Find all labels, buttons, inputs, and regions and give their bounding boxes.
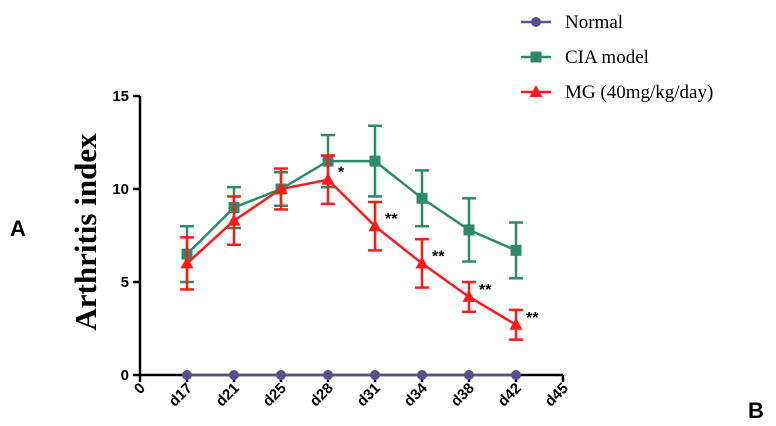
axes: 0 5 10 15 0 d17 d21 d25 d28 d31 d34 d38 d42 d45 — [112, 88, 572, 410]
legend-item: CIA model — [521, 47, 649, 68]
data-point — [274, 182, 288, 194]
y-tick-label: 5 — [121, 274, 129, 291]
series-line — [186, 159, 517, 255]
data-point — [511, 370, 521, 380]
data-point — [370, 370, 380, 380]
annotation-layer: ********* — [338, 165, 539, 327]
x-tick-label: d45 — [542, 380, 572, 410]
significance-label: ** — [526, 310, 539, 327]
data-point — [276, 370, 286, 380]
x-tick-label: d21 — [213, 380, 243, 410]
x-tick-label: d38 — [448, 380, 478, 410]
data-point — [368, 219, 382, 232]
x-tick-label: d17 — [166, 380, 196, 410]
y-tick-label: 15 — [112, 88, 129, 105]
legend-marker — [531, 17, 541, 27]
x-tick-label: d34 — [401, 379, 432, 410]
data-point — [509, 317, 523, 330]
significance-label: ** — [479, 282, 492, 299]
panel-label-a: A — [10, 216, 26, 241]
data-point — [415, 256, 429, 269]
series-mg-40mg-kg-day — [180, 154, 523, 341]
data-point — [227, 213, 241, 226]
data-point — [464, 370, 474, 380]
x-tick-label: 0 — [131, 380, 149, 398]
x-tick-label: d28 — [307, 380, 337, 410]
legend-label: MG (40mg/kg/day) — [565, 82, 713, 103]
legend-marker — [529, 85, 543, 97]
data-point — [463, 224, 475, 236]
y-tick-label: 0 — [121, 367, 129, 384]
x-tick-label: d31 — [354, 380, 384, 410]
data-point — [417, 370, 427, 380]
significance-label: * — [338, 165, 345, 182]
legend-item: Normal — [521, 12, 623, 33]
data-point — [321, 172, 335, 185]
legend-item: MG (40mg/kg/day) — [521, 82, 713, 103]
data-point — [180, 256, 194, 269]
data-point — [323, 370, 333, 380]
data-point — [510, 244, 522, 256]
significance-label: ** — [432, 248, 445, 265]
y-tick-label: 10 — [112, 181, 129, 198]
series-layer — [180, 124, 523, 380]
panel-label-b: B — [748, 398, 764, 423]
y-axis-title: Arthritis index — [68, 133, 103, 331]
series-line — [186, 178, 517, 326]
data-point — [416, 192, 428, 204]
x-tick-label: d42 — [495, 380, 525, 410]
data-point — [462, 289, 476, 302]
data-point — [182, 370, 192, 380]
legend: Normal CIA model MG (40mg/kg/day) — [521, 12, 713, 103]
legend-label: CIA model — [565, 47, 649, 68]
significance-label: ** — [385, 211, 398, 228]
series-normal — [182, 370, 521, 380]
data-point — [369, 155, 381, 167]
x-tick-label: d25 — [260, 380, 290, 410]
data-point — [229, 370, 239, 380]
legend-marker — [530, 51, 542, 63]
legend-label: Normal — [565, 12, 623, 33]
